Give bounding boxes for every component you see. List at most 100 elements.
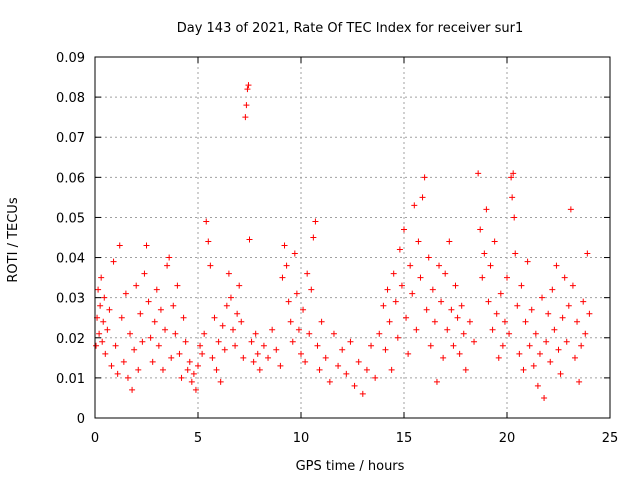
data-point bbox=[236, 282, 243, 289]
data-point bbox=[582, 330, 589, 337]
data-point bbox=[131, 346, 138, 353]
data-point bbox=[127, 330, 134, 337]
data-point bbox=[149, 358, 156, 365]
data-point bbox=[285, 298, 292, 305]
y-tick-label: 0.05 bbox=[56, 211, 85, 226]
data-point bbox=[351, 382, 358, 389]
data-point bbox=[283, 262, 290, 269]
data-point bbox=[184, 366, 191, 373]
data-point bbox=[269, 326, 276, 333]
data-point bbox=[456, 350, 463, 357]
data-point bbox=[446, 238, 453, 245]
data-point bbox=[409, 290, 416, 297]
data-point bbox=[232, 342, 239, 349]
data-point bbox=[98, 274, 105, 281]
y-tick-label: 0.04 bbox=[56, 252, 85, 267]
x-tick-label: 10 bbox=[293, 431, 310, 446]
data-point bbox=[114, 370, 121, 377]
x-tick-label: 20 bbox=[499, 431, 516, 446]
data-point bbox=[133, 282, 140, 289]
data-point bbox=[178, 374, 185, 381]
data-point bbox=[394, 334, 401, 341]
data-point bbox=[543, 338, 550, 345]
data-point bbox=[240, 354, 247, 361]
data-point bbox=[176, 350, 183, 357]
data-point bbox=[407, 262, 414, 269]
y-tick-label: 0.01 bbox=[56, 372, 85, 387]
data-point bbox=[322, 354, 329, 361]
y-tick-label: 0.07 bbox=[56, 131, 85, 146]
data-point bbox=[225, 270, 232, 277]
data-point bbox=[192, 386, 199, 393]
data-point bbox=[256, 366, 263, 373]
data-point bbox=[471, 338, 478, 345]
data-point bbox=[310, 234, 317, 241]
data-point bbox=[380, 302, 387, 309]
data-point bbox=[454, 314, 461, 321]
data-point bbox=[355, 358, 362, 365]
data-point bbox=[401, 226, 407, 233]
data-point bbox=[287, 318, 294, 325]
data-point bbox=[403, 314, 410, 321]
data-point bbox=[209, 354, 216, 361]
data-point bbox=[245, 82, 252, 89]
data-point bbox=[246, 236, 253, 243]
data-point bbox=[511, 214, 518, 221]
data-point bbox=[243, 102, 250, 109]
data-point bbox=[495, 354, 502, 361]
data-point bbox=[155, 342, 162, 349]
data-point bbox=[230, 326, 237, 333]
data-point bbox=[561, 274, 568, 281]
data-point bbox=[293, 290, 300, 297]
data-point bbox=[534, 382, 541, 389]
data-point bbox=[211, 314, 218, 321]
data-point bbox=[497, 290, 504, 297]
y-tick-label: 0.09 bbox=[56, 51, 85, 66]
y-tick-label: 0.02 bbox=[56, 332, 85, 347]
data-point bbox=[106, 306, 113, 313]
data-point bbox=[516, 350, 523, 357]
data-points bbox=[93, 82, 593, 401]
data-point bbox=[586, 310, 593, 317]
plot-frame bbox=[94, 56, 611, 419]
data-point bbox=[545, 310, 552, 317]
data-point bbox=[576, 378, 583, 385]
data-point bbox=[95, 286, 102, 293]
data-point bbox=[104, 326, 111, 333]
data-point bbox=[308, 286, 315, 293]
data-point bbox=[139, 338, 146, 345]
data-point bbox=[363, 366, 370, 373]
data-point bbox=[172, 330, 179, 337]
data-point bbox=[417, 274, 424, 281]
data-point bbox=[499, 342, 506, 349]
data-point bbox=[526, 342, 533, 349]
data-point bbox=[448, 306, 455, 313]
data-point bbox=[466, 318, 473, 325]
data-point bbox=[151, 318, 158, 325]
data-point bbox=[213, 366, 220, 373]
data-point bbox=[147, 334, 154, 341]
data-point bbox=[413, 326, 420, 333]
data-point bbox=[475, 170, 482, 177]
data-point bbox=[549, 286, 556, 293]
data-point bbox=[99, 338, 106, 345]
data-point bbox=[143, 242, 150, 249]
data-point bbox=[382, 346, 389, 353]
data-point bbox=[248, 338, 255, 345]
data-point bbox=[122, 290, 129, 297]
data-point bbox=[571, 354, 578, 361]
data-point bbox=[436, 262, 443, 269]
data-point bbox=[203, 218, 210, 225]
data-point bbox=[120, 358, 127, 365]
data-point bbox=[438, 298, 445, 305]
data-point bbox=[458, 302, 465, 309]
data-point bbox=[166, 254, 173, 261]
data-point bbox=[396, 246, 403, 253]
data-point bbox=[574, 318, 581, 325]
data-point bbox=[452, 282, 459, 289]
data-point bbox=[335, 362, 342, 369]
data-point bbox=[100, 318, 107, 325]
data-point bbox=[219, 322, 226, 329]
data-point bbox=[392, 298, 399, 305]
